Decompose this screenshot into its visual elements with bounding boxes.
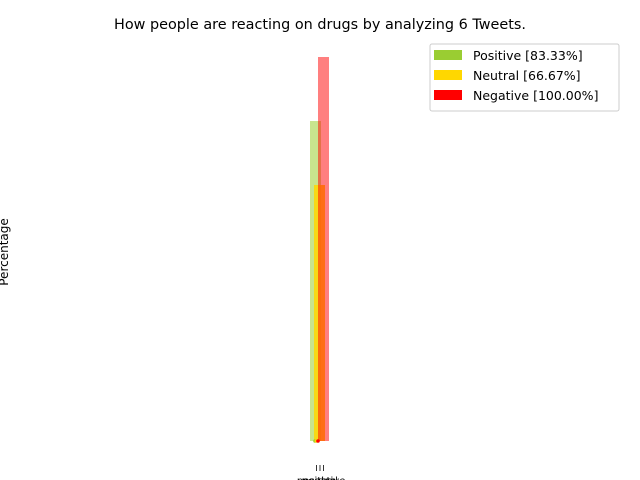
x-tick-label-positive: positive xyxy=(297,476,336,480)
legend-swatch-negative xyxy=(434,90,462,100)
legend-label-negative: Negative [100.00%] xyxy=(473,88,598,103)
legend-swatch-positive xyxy=(434,50,462,60)
legend-frame xyxy=(429,43,620,112)
bar-group xyxy=(310,57,329,443)
bar-negative xyxy=(318,57,329,441)
legend-label-positive: Positive [83.33%] xyxy=(473,48,583,63)
legend: Positive [83.33%] Neutral [66.67%] Negativ… xyxy=(429,43,620,112)
base-marker-negative xyxy=(316,439,320,443)
y-axis-label: Percentage xyxy=(0,218,11,286)
x-tick-group: positiveneutralnegative xyxy=(297,465,345,480)
chart-title: How people are reacting on drugs by anal… xyxy=(114,17,526,33)
x-tick-label-negative: negative xyxy=(302,476,346,480)
legend-swatch-neutral xyxy=(434,70,462,80)
legend-label-neutral: Neutral [66.67%] xyxy=(473,68,581,83)
x-tick-label-neutral: neutral xyxy=(302,476,338,480)
